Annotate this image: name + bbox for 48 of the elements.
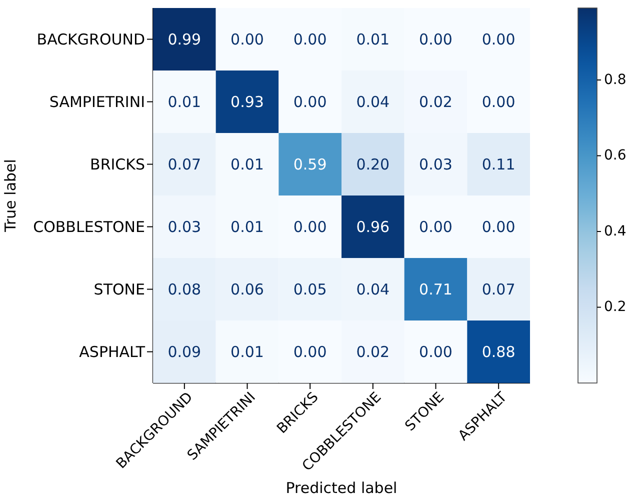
data-label: 0.00 <box>293 218 327 236</box>
color-bar-label: 0.4 <box>604 223 626 240</box>
data-label: 0.09 <box>168 342 202 361</box>
data-label: 0.00 <box>482 218 516 236</box>
data-label: 0.01 <box>230 218 264 236</box>
y-tick-label: SAMPIETRINI <box>49 93 145 112</box>
data-label: 0.01 <box>168 92 202 111</box>
data-label: 0.00 <box>293 92 327 111</box>
color-bar-label: 0.2 <box>604 299 626 316</box>
y-tick-label: BRICKS <box>90 156 145 174</box>
data-label: 0.11 <box>482 155 516 174</box>
data-label: 0.99 <box>168 30 202 48</box>
data-label: 0.03 <box>168 218 202 236</box>
color-bar-label: 0.8 <box>604 72 626 88</box>
data-label: 0.00 <box>230 30 264 48</box>
data-label: 0.01 <box>356 30 390 48</box>
color-bar-label: 0.6 <box>604 148 626 164</box>
data-label: 0.04 <box>356 92 390 111</box>
data-label: 0.00 <box>482 30 516 48</box>
data-label: 0.08 <box>168 280 202 298</box>
data-label: 0.20 <box>356 155 390 174</box>
data-label: 0.88 <box>482 342 516 361</box>
data-label: 0.00 <box>419 342 452 361</box>
data-label: 0.07 <box>482 280 516 298</box>
data-label: 0.71 <box>419 280 452 298</box>
data-label: 0.00 <box>293 30 327 48</box>
data-label: 0.02 <box>356 342 390 361</box>
data-label: 0.00 <box>419 30 452 48</box>
data-label: 0.05 <box>293 280 327 298</box>
data-label: 0.01 <box>230 155 264 174</box>
data-label: 0.00 <box>419 218 452 236</box>
y-tick-label: COBBLESTONE <box>33 218 145 236</box>
data-label: 0.00 <box>293 342 327 361</box>
data-label: 0.00 <box>482 92 516 111</box>
data-label: 0.93 <box>230 92 264 111</box>
data-label: 0.07 <box>168 155 202 174</box>
x-axis-title: Predicted label <box>286 479 398 495</box>
y-axis-title: True label <box>1 159 20 233</box>
data-label: 0.03 <box>419 155 452 174</box>
data-label: 0.02 <box>419 92 452 111</box>
y-tick-label: STONE <box>94 280 145 299</box>
data-label: 0.04 <box>356 280 390 298</box>
data-label: 0.96 <box>356 218 390 236</box>
data-label: 0.06 <box>230 280 264 298</box>
data-label: 0.01 <box>230 342 264 361</box>
y-tick-label: BACKGROUND <box>36 30 145 49</box>
y-tick-label: ASPHALT <box>79 343 146 362</box>
data-label: 0.59 <box>293 155 327 174</box>
